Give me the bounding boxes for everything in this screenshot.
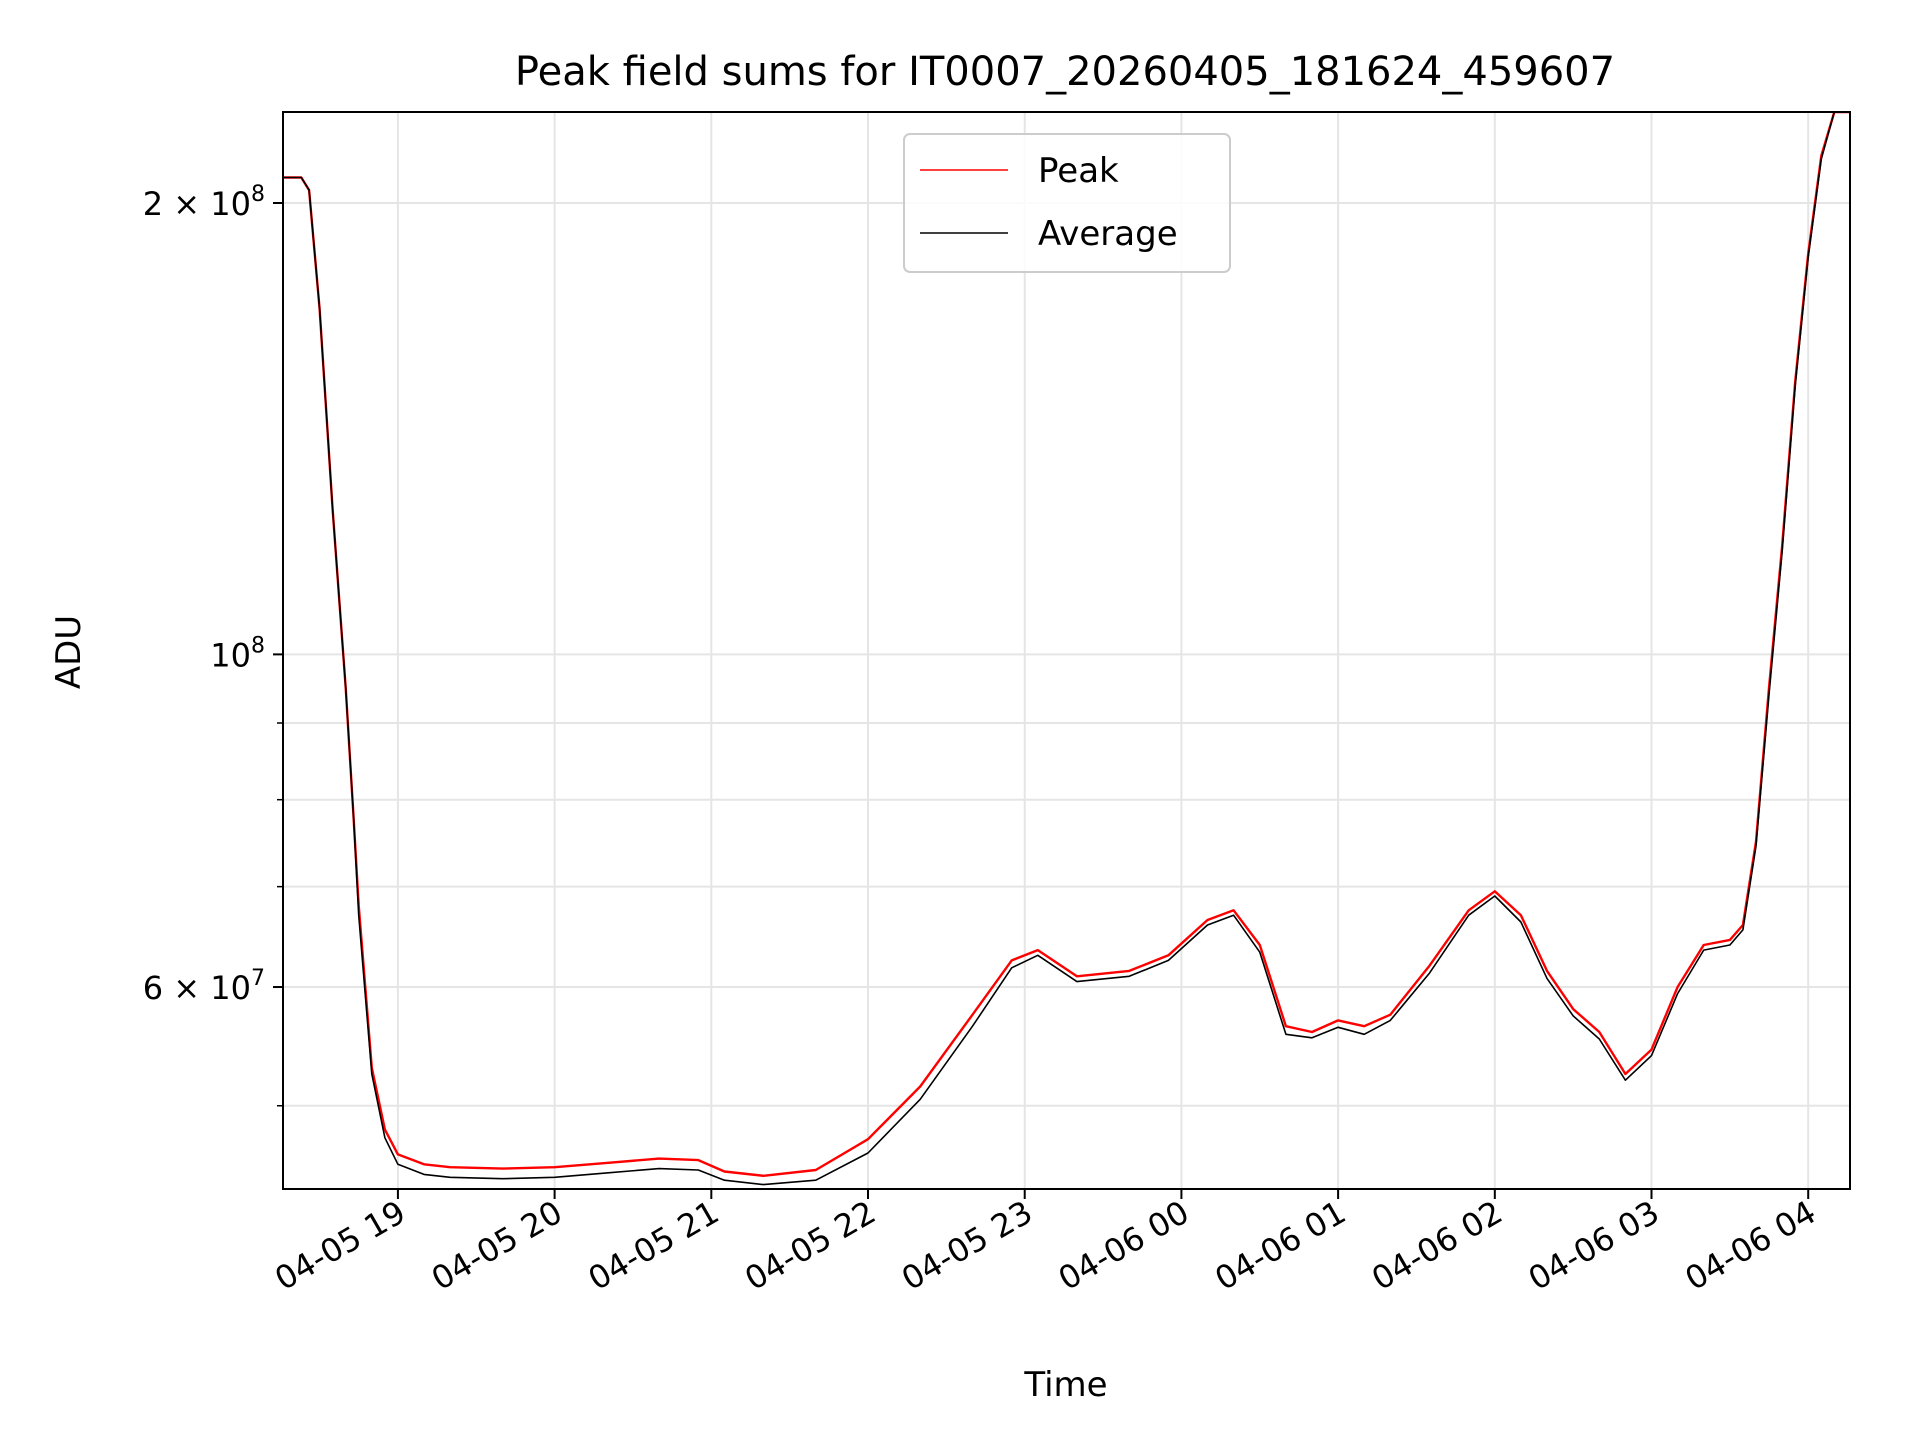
plot-frame (282, 111, 1851, 1190)
y-tick-label: 108 (210, 633, 265, 674)
x-axis-label: Time (1023, 1365, 1107, 1405)
legend: Peak Average (903, 133, 1231, 273)
legend-label-average: Average (1038, 214, 1178, 254)
y-tick-label: 6 × 107 (143, 966, 265, 1007)
legend-box (903, 133, 1231, 273)
legend-label-peak: Peak (1038, 151, 1119, 191)
y-axis-label: ADU (49, 615, 89, 689)
series-line-peak (283, 112, 1850, 1178)
y-tick-label: 2 × 108 (143, 182, 265, 223)
plot-area (283, 112, 1850, 1189)
chart-title: Peak field sums for IT0007_20260405_1816… (515, 49, 1615, 95)
series-layer (283, 112, 1850, 1186)
y-axis: 2 × 108 108 6 × 107 (143, 182, 283, 1107)
series-line-average (283, 112, 1850, 1186)
